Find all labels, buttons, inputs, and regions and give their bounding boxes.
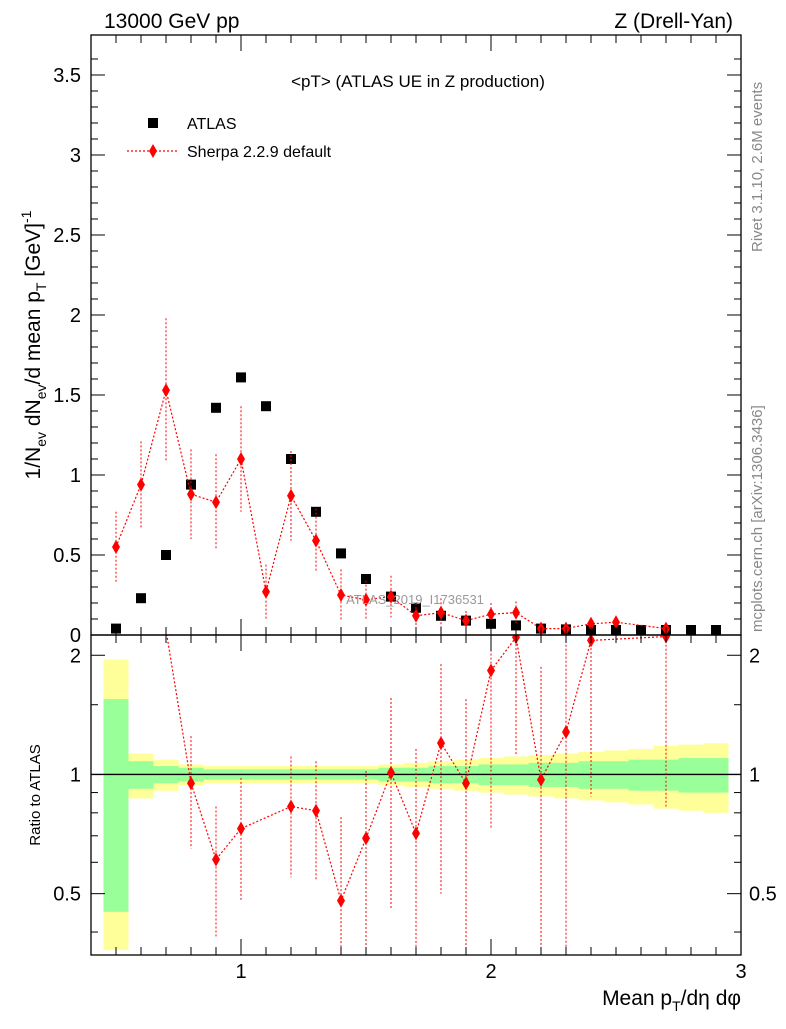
sherpa-point — [362, 592, 370, 607]
x-tick-label: 1 — [235, 961, 246, 983]
main-y-tick-label: 0.5 — [53, 545, 81, 567]
ratio-y-label: Ratio to ATLAS — [27, 744, 44, 845]
sherpa-point — [512, 605, 520, 620]
stat-band — [678, 758, 704, 793]
sherpa-point — [587, 616, 595, 631]
ratio-y-tick-label-left: 0.5 — [53, 884, 81, 906]
atlas-point — [511, 620, 521, 631]
legend-marker-sherpa — [149, 144, 157, 158]
main-y-tick-label: 1 — [70, 465, 81, 487]
main-title: <pT> (ATLAS UE in Z production) — [291, 72, 545, 91]
ratio-point — [537, 772, 545, 787]
x-axis: 1 2 3 — [115, 35, 747, 983]
main-y-label: 1/Nev dNev/d mean pT [GeV]-1 — [18, 210, 49, 479]
main-y-tick-label: 2 — [70, 305, 81, 327]
ratio-point — [437, 736, 445, 751]
main-content — [111, 318, 721, 636]
sherpa-point — [287, 488, 295, 503]
x-tick-label: 2 — [485, 961, 496, 983]
ratio-point — [287, 799, 295, 814]
side-label-mcplots: mcplots.cern.ch [arXiv:1306.3436] — [749, 405, 766, 632]
sherpa-point — [162, 383, 170, 398]
sherpa-line — [115, 390, 667, 630]
x-tick-label: 3 — [735, 961, 746, 983]
ratio-y-tick-label-left: 1 — [70, 764, 81, 786]
main-y-tick-label: 3.5 — [53, 65, 81, 87]
stat-band — [628, 759, 654, 791]
header-right: Z (Drell-Yan) — [614, 10, 733, 33]
x-label: Mean pT/dη dφ — [602, 987, 741, 1014]
sherpa-point — [387, 589, 395, 604]
ratio-point — [562, 725, 570, 740]
sherpa-point — [487, 607, 495, 622]
atlas-point — [311, 506, 321, 517]
ratio-point — [312, 803, 320, 818]
stat-band — [703, 758, 729, 793]
ratio-content — [91, 635, 741, 955]
sherpa-point — [462, 613, 470, 628]
sherpa-point — [312, 533, 320, 548]
atlas-point — [261, 401, 271, 412]
atlas-point — [136, 593, 146, 604]
ratio-point — [212, 852, 220, 867]
sherpa-point — [187, 487, 195, 502]
ratio-y-tick-label-right: 1 — [749, 764, 760, 786]
ratio-point — [337, 893, 345, 908]
main-panel: 0 0.5 1 1.5 2 2.5 3 3.5 <pT> (ATLAS UE in Z pro… — [18, 34, 742, 647]
side-label-rivet: Rivet 3.1.10, 2.6M events — [749, 82, 766, 252]
sherpa-point — [262, 584, 270, 599]
ratio-point — [462, 776, 470, 791]
main-y-tick-label: 2.5 — [53, 225, 81, 247]
legend-label-sherpa: Sherpa 2.2.9 default — [187, 144, 332, 161]
ratio-point — [387, 765, 395, 780]
ratio-point — [237, 821, 245, 836]
atlas-point — [161, 550, 171, 560]
main-y-tick-label: 1.5 — [53, 385, 81, 407]
main-y-axis: 0 0.5 1 1.5 2 2.5 3 3.5 — [53, 58, 741, 647]
legend: ATLAS Sherpa 2.2.9 default — [127, 116, 332, 161]
sherpa-point — [337, 588, 345, 602]
atlas-point — [336, 548, 346, 559]
ratio-y-tick-label-right: 0.5 — [749, 884, 777, 906]
main-y-tick-label: 3 — [70, 145, 81, 167]
atlas-point — [236, 372, 246, 383]
ratio-point — [412, 826, 420, 841]
sherpa-point — [412, 608, 420, 623]
legend-marker-atlas — [148, 118, 158, 128]
ratio-point — [187, 776, 195, 791]
atlas-point — [211, 402, 221, 413]
legend-label-atlas: ATLAS — [187, 116, 237, 133]
ratio-panel: 0.5 0.5 1 1 2 2 1 2 3 Ratio to ATLAS Mean pT/dη… — [27, 35, 777, 1014]
sherpa-point — [112, 540, 120, 554]
ratio-y-tick-label-left: 2 — [70, 645, 81, 667]
ratio-point — [487, 663, 495, 678]
main-y-tick-label: 0 — [70, 625, 81, 647]
stat-band — [103, 699, 129, 912]
atlas-point — [361, 574, 371, 584]
sherpa-point — [437, 605, 445, 620]
ratio-y-tick-label-right: 2 — [749, 645, 760, 667]
header-left: 13000 GeV pp — [104, 10, 239, 33]
sherpa-point — [212, 495, 220, 510]
atlas-point — [186, 479, 196, 490]
sherpa-point — [237, 452, 245, 466]
watermark: ATLAS_2019_I1736531 — [346, 592, 484, 607]
sherpa-point — [137, 477, 145, 492]
ratio-y-axis: 0.5 0.5 1 1 2 2 — [53, 645, 777, 933]
ratio-line — [166, 635, 667, 903]
ratio-point — [362, 831, 370, 846]
sherpa-point — [612, 615, 620, 630]
